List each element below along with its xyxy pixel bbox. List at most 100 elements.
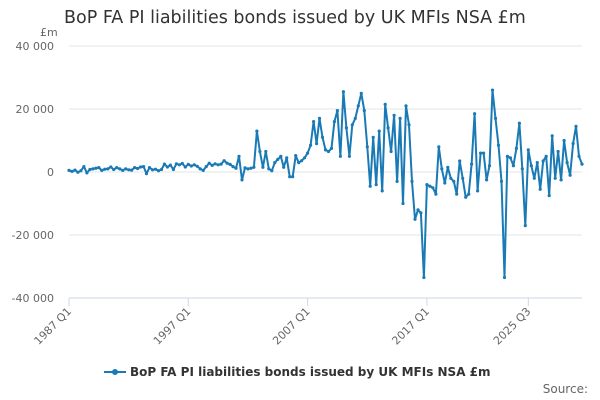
data-point <box>574 124 578 128</box>
data-point <box>85 171 89 175</box>
data-point <box>452 179 456 183</box>
data-point <box>496 143 501 147</box>
data-point <box>368 184 372 188</box>
data-point <box>538 187 542 191</box>
y-tick-label: 40 000 <box>16 40 55 53</box>
data-point <box>350 123 354 127</box>
data-point <box>547 194 551 198</box>
data-point <box>490 88 495 92</box>
data-point <box>556 149 560 154</box>
data-point <box>371 135 375 139</box>
data-point <box>386 126 390 130</box>
data-point <box>365 145 369 149</box>
data-point <box>580 162 584 166</box>
data-point <box>550 134 554 138</box>
data-point <box>177 163 181 167</box>
data-point <box>458 159 462 163</box>
data-point <box>353 116 357 120</box>
series-line <box>68 89 583 279</box>
data-point <box>249 166 253 170</box>
data-point <box>136 166 140 171</box>
source-label: Source: <box>542 382 588 396</box>
data-point <box>511 164 515 168</box>
data-point <box>476 189 480 193</box>
data-point <box>326 149 331 154</box>
data-point <box>153 167 158 171</box>
data-point <box>118 167 122 171</box>
data-point <box>464 195 468 199</box>
data-point <box>267 167 271 171</box>
data-point <box>180 161 184 166</box>
data-point <box>431 186 435 190</box>
data-point <box>258 149 262 154</box>
data-point <box>499 179 504 183</box>
data-point <box>70 169 74 173</box>
data-point <box>523 224 527 228</box>
data-point <box>389 149 393 154</box>
data-point <box>437 145 441 149</box>
data-point <box>195 164 199 168</box>
data-point <box>204 165 208 169</box>
data-point <box>335 109 339 113</box>
x-tick-label: 1987 Q1 <box>32 305 75 348</box>
data-point <box>234 166 238 170</box>
data-point <box>315 142 319 146</box>
data-point <box>577 154 581 158</box>
data-point <box>91 167 95 171</box>
data-point <box>156 169 161 173</box>
y-unit-label: £m <box>40 26 58 39</box>
data-point <box>147 166 152 170</box>
data-point <box>88 167 92 172</box>
data-point <box>317 116 322 120</box>
data-point <box>162 162 166 166</box>
data-point <box>377 129 381 133</box>
data-point <box>276 157 280 161</box>
data-point <box>449 176 453 180</box>
data-point <box>312 120 316 124</box>
data-point <box>183 165 187 169</box>
data-point <box>255 129 259 133</box>
data-point <box>413 217 417 221</box>
data-point <box>529 164 533 168</box>
y-tick-label: -40 000 <box>12 292 54 305</box>
data-point <box>493 116 498 120</box>
data-point <box>359 91 363 95</box>
data-point <box>279 154 283 158</box>
data-point <box>380 189 384 193</box>
data-point <box>470 162 474 166</box>
data-point <box>228 162 232 166</box>
data-point <box>79 169 83 173</box>
data-point <box>422 275 426 280</box>
data-point <box>428 184 432 188</box>
data-point <box>225 161 229 165</box>
data-point <box>508 156 512 160</box>
legend[interactable]: BoP FA PI liabilities bonds issued by UK… <box>104 365 491 379</box>
data-point <box>356 104 360 108</box>
data-point <box>446 165 450 169</box>
data-point <box>219 162 223 166</box>
data-point <box>461 176 465 180</box>
data-point <box>216 163 220 167</box>
data-point <box>520 167 524 171</box>
data-point <box>273 161 277 165</box>
data-point <box>198 167 202 171</box>
data-point <box>124 167 128 171</box>
data-point <box>419 211 423 215</box>
data-point <box>562 138 566 143</box>
data-point <box>100 168 104 172</box>
data-point <box>103 167 107 171</box>
data-point <box>127 168 131 172</box>
data-point <box>297 161 301 165</box>
data-point <box>395 179 399 183</box>
data-point <box>94 166 98 170</box>
data-point <box>320 135 325 139</box>
data-point <box>347 154 351 158</box>
data-point <box>201 168 205 172</box>
data-point <box>264 149 268 154</box>
data-point <box>76 170 80 174</box>
data-point <box>309 143 313 147</box>
data-point <box>97 166 101 170</box>
data-point <box>237 154 241 158</box>
data-point <box>82 165 86 169</box>
